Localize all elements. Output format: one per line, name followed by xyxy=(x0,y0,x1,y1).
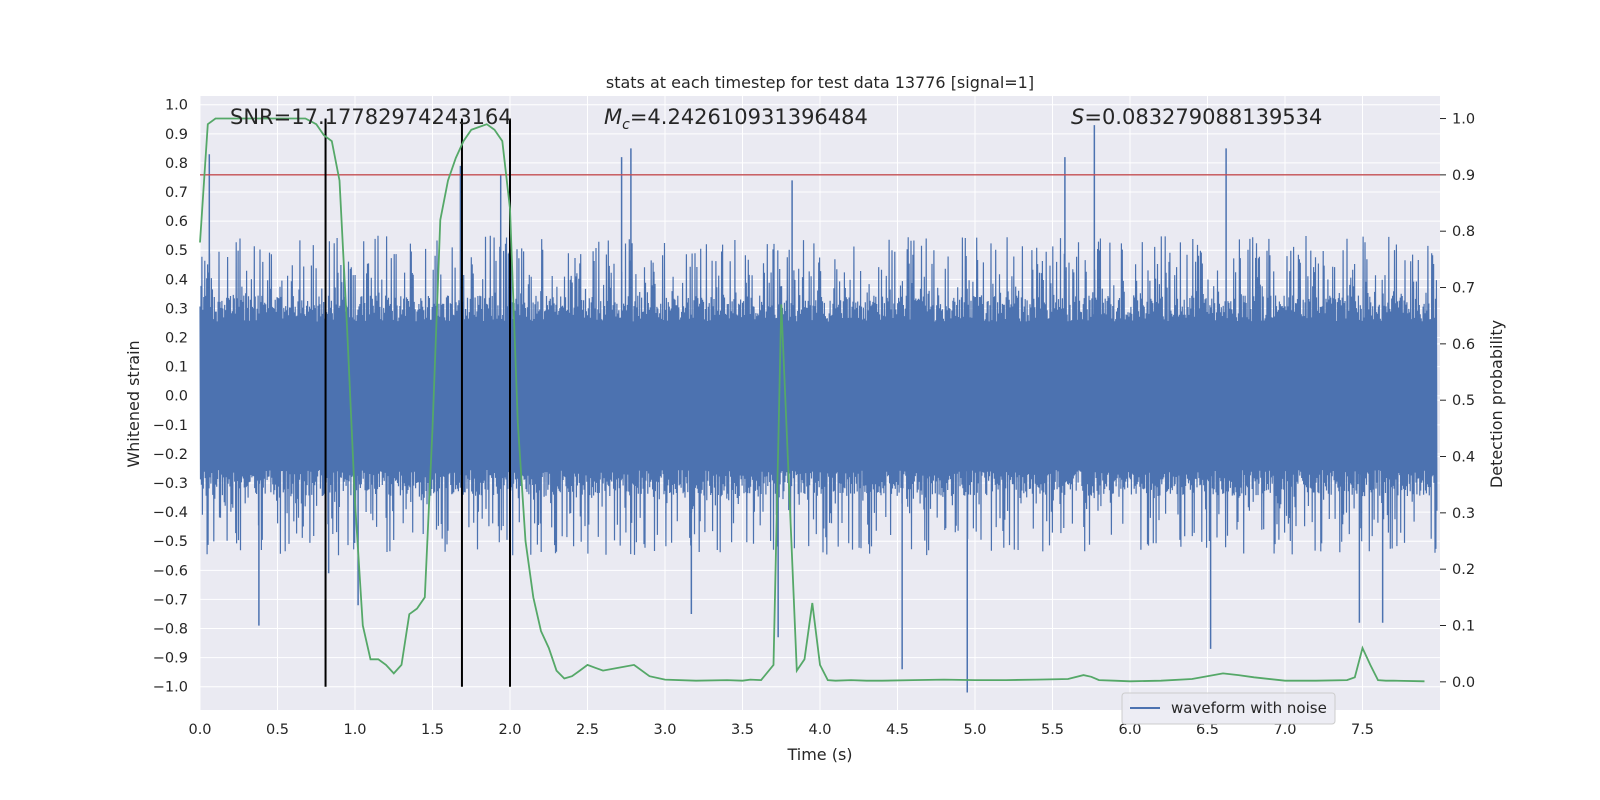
x-tick-label: 1.5 xyxy=(421,722,444,738)
left-y-tick-label: −0.6 xyxy=(153,563,188,579)
x-tick-label: 4.5 xyxy=(886,722,909,738)
left-y-tick-label: 0.4 xyxy=(165,272,188,288)
left-y-tick-label: 0.8 xyxy=(165,156,188,172)
legend-box xyxy=(1121,692,1336,725)
x-tick-label: 0.5 xyxy=(266,722,289,738)
x-tick-label: 3.0 xyxy=(653,722,676,738)
x-tick-label: 6.0 xyxy=(1118,722,1141,738)
left-y-tick-label: −1.0 xyxy=(153,680,188,696)
left-y-tick-label: −0.4 xyxy=(153,505,188,521)
probability-series xyxy=(199,117,1425,683)
left-y-tick-label: 0.7 xyxy=(165,185,188,201)
s-annotation: S=0.083279088139534 xyxy=(1071,105,1322,129)
x-tick-label: 6.5 xyxy=(1196,722,1219,738)
x-tick-label: 7.5 xyxy=(1351,722,1374,738)
right-y-tick-label: 0.3 xyxy=(1452,506,1475,522)
left-y-tick-label: −0.7 xyxy=(153,592,188,608)
chirp-mass-value: =4.242610931396484 xyxy=(630,105,868,129)
chirp-mass-subscript: c xyxy=(622,117,630,133)
probability-line xyxy=(199,117,1425,683)
left-y-tick-label: 0.0 xyxy=(165,389,188,405)
left-y-tick-label: 0.3 xyxy=(165,301,188,317)
x-tick-label: 2.0 xyxy=(498,722,521,738)
right-y-tick-label: 1.0 xyxy=(1452,112,1475,128)
chirp-mass-symbol: M xyxy=(604,105,622,129)
right-y-tick-label: 0.9 xyxy=(1452,168,1475,184)
x-tick-label: 4.0 xyxy=(808,722,831,738)
legend-label-waveform: waveform with noise xyxy=(1171,699,1327,717)
x-tick-label: 3.5 xyxy=(731,722,754,738)
x-axis-ticks: 0.0 0.5 1.0 1.5 2.0 2.5 3.0 3.5 4.0 4.5 5.0 5.5 6.0 6… xyxy=(188,722,1374,738)
left-y-tick-label: −0.2 xyxy=(153,447,188,463)
right-y-tick-label: 0.4 xyxy=(1452,450,1475,466)
x-tick-label: 5.5 xyxy=(1041,722,1064,738)
left-y-tick-label: 0.1 xyxy=(165,360,188,376)
left-y-tick-label: −0.5 xyxy=(153,534,188,550)
left-y-tick-label: 0.9 xyxy=(165,127,188,143)
left-y-tick-label: −0.8 xyxy=(153,622,188,638)
right-y-tick-label: 0.8 xyxy=(1452,224,1475,240)
left-y-tick-label: −0.9 xyxy=(153,651,188,667)
chart-title: stats at each timestep for test data 137… xyxy=(606,73,1034,92)
right-y-tick-label: 0.2 xyxy=(1452,562,1475,578)
left-y-tick-label: 0.2 xyxy=(165,331,188,347)
left-y-axis-ticks: 1.0 0.9 0.8 0.7 0.6 0.5 0.4 0.3 0.2 0.1 0.0 −0.1 −0.… xyxy=(153,98,188,696)
x-tick-label: 0.0 xyxy=(188,722,211,738)
x-axis-label: Time (s) xyxy=(786,745,852,764)
x-tick-label: 1.0 xyxy=(343,722,366,738)
right-y-tick-label: 0.5 xyxy=(1452,393,1475,409)
x-tick-label: 2.5 xyxy=(576,722,599,738)
left-y-tick-label: −0.1 xyxy=(153,418,188,434)
s-symbol: S xyxy=(1071,105,1084,129)
left-y-axis-label: Whitened strain xyxy=(124,340,143,467)
x-tick-label: 5.0 xyxy=(963,722,986,738)
right-y-tick-label: 0.7 xyxy=(1452,281,1475,297)
left-y-tick-label: 1.0 xyxy=(165,98,188,114)
waveform-series xyxy=(199,125,1438,693)
right-y-tick-label: 0.6 xyxy=(1452,337,1475,353)
chirp-mass-annotation: Mc=4.242610931396484 xyxy=(604,105,868,133)
left-y-tick-label: 0.5 xyxy=(165,243,188,259)
right-y-tick-label: 0.0 xyxy=(1452,675,1475,691)
right-y-axis-ticks: 1.0 0.9 0.8 0.7 0.6 0.5 0.4 0.3 0.2 0.1 0.0 xyxy=(1440,112,1475,691)
waveform-line xyxy=(199,235,1438,556)
s-value: =0.083279088139534 xyxy=(1084,105,1322,129)
legend: waveform with noise xyxy=(1121,692,1336,725)
snr-annotation: SNR=17.17782974243164 xyxy=(230,105,512,129)
left-y-tick-label: −0.3 xyxy=(153,476,188,492)
left-y-tick-label: 0.6 xyxy=(165,214,188,230)
right-y-axis-label: Detection probability xyxy=(1487,320,1506,488)
x-tick-label: 7.0 xyxy=(1273,722,1296,738)
right-y-tick-label: 0.1 xyxy=(1452,619,1475,635)
